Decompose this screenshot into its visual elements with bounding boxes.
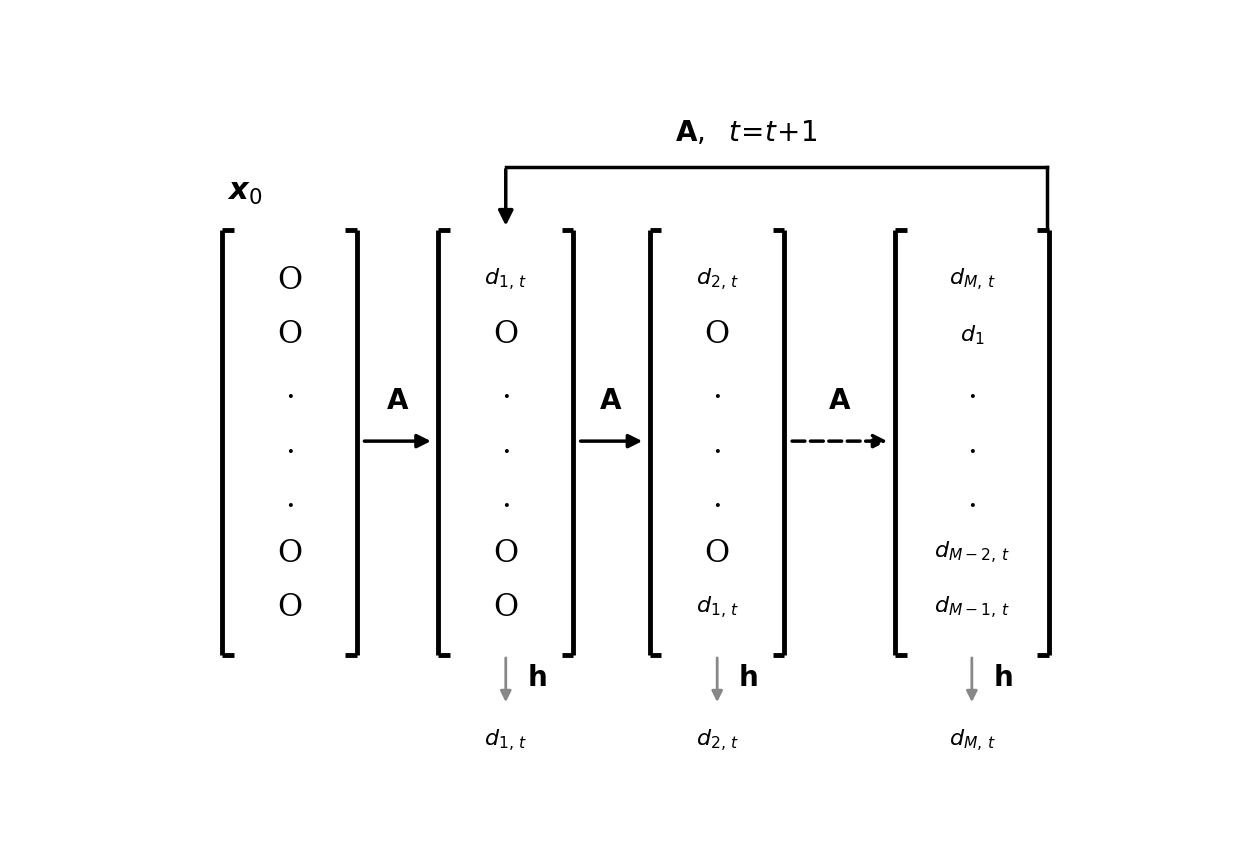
Text: $d_{2,\, t}$: $d_{2,\, t}$	[696, 728, 739, 754]
Text: .: .	[501, 429, 511, 460]
Text: $\mathbf{h}$: $\mathbf{h}$	[738, 664, 758, 691]
Text: O: O	[494, 592, 518, 623]
Text: $\mathbf{h}$: $\mathbf{h}$	[527, 664, 547, 691]
Text: $\boldsymbol{x}_0$: $\boldsymbol{x}_0$	[227, 178, 263, 206]
Text: .: .	[712, 374, 722, 405]
Text: $\mathbf{h}$: $\mathbf{h}$	[993, 664, 1013, 691]
Text: $d_{2,\, t}$: $d_{2,\, t}$	[696, 268, 739, 293]
Text: $\mathbf{A}$$,\ \ t\!=\!t\!+\!1$: $\mathbf{A}$$,\ \ t\!=\!t\!+\!1$	[675, 119, 817, 148]
Text: $d_1$: $d_1$	[960, 323, 985, 347]
Text: .: .	[967, 429, 977, 460]
Text: $d_{M,\, t}$: $d_{M,\, t}$	[949, 728, 996, 754]
Text: O: O	[494, 319, 518, 350]
Text: .: .	[285, 483, 294, 514]
Text: .: .	[501, 483, 511, 514]
Text: .: .	[967, 483, 977, 514]
Text: O: O	[704, 319, 730, 350]
Text: .: .	[501, 374, 511, 405]
Text: O: O	[277, 265, 303, 296]
Text: O: O	[277, 592, 303, 623]
Text: .: .	[285, 374, 294, 405]
Text: .: .	[285, 429, 294, 460]
Text: $d_{1,\, t}$: $d_{1,\, t}$	[484, 268, 527, 293]
Text: $d_{1,\, t}$: $d_{1,\, t}$	[696, 595, 739, 621]
Text: $d_{M,\, t}$: $d_{M,\, t}$	[949, 268, 996, 293]
Text: .: .	[712, 483, 722, 514]
Text: $d_{M-1,\, t}$: $d_{M-1,\, t}$	[934, 595, 1009, 621]
Text: $d_{M-2,\, t}$: $d_{M-2,\, t}$	[934, 540, 1009, 566]
Text: O: O	[704, 538, 730, 569]
Text: .: .	[967, 374, 977, 405]
Text: $\mathbf{A}$: $\mathbf{A}$	[599, 387, 622, 414]
Text: $\mathbf{A}$: $\mathbf{A}$	[827, 387, 851, 414]
Text: $\mathbf{A}$: $\mathbf{A}$	[386, 387, 409, 414]
Text: $d_{1,\, t}$: $d_{1,\, t}$	[484, 728, 527, 754]
Text: O: O	[494, 538, 518, 569]
Text: .: .	[712, 429, 722, 460]
Text: O: O	[277, 538, 303, 569]
Text: O: O	[277, 319, 303, 350]
